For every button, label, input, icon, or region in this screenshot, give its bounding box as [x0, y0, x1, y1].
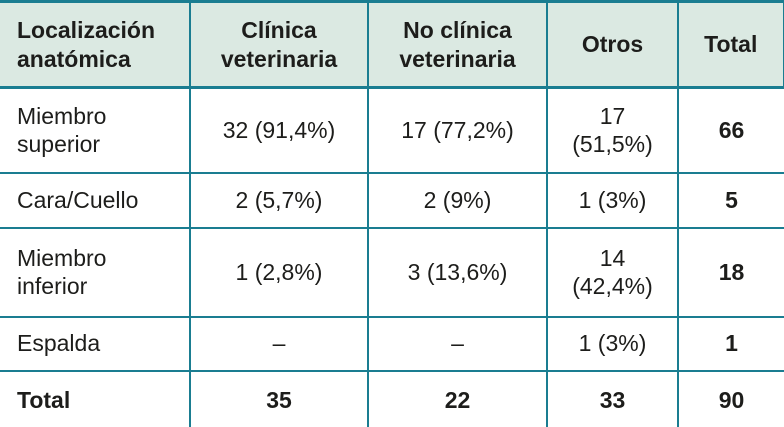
- cell-miembro-inferior-otros: 14 (42,4%): [547, 227, 679, 318]
- table-row-total: Total 35 22 33 90: [0, 370, 784, 427]
- cell-total-otros: 33: [547, 370, 679, 427]
- cell-miembro-superior-label: Miembro superior: [0, 87, 191, 174]
- cell-miembro-superior-otros: 17 (51,5%): [547, 87, 679, 174]
- cell-total-label: Total: [0, 370, 191, 427]
- cell-espalda-otros: 1 (3%): [547, 316, 679, 372]
- cell-total-grand: 90: [678, 370, 784, 427]
- cell-cara-cuello-no-clinica: 2 (9%): [368, 172, 548, 229]
- cell-miembro-superior-no-clinica: 17 (77,2%): [368, 87, 548, 174]
- header-cell-clinica-veterinaria: Clínica veterinaria: [190, 1, 369, 89]
- cell-miembro-superior-total: 66: [678, 87, 784, 174]
- cell-cara-cuello-total: 5: [678, 172, 784, 229]
- cell-espalda-no-clinica: –: [368, 316, 548, 372]
- table-row-cara-cuello: Cara/Cuello 2 (5,7%) 2 (9%) 1 (3%) 5: [0, 172, 784, 229]
- table-header: Localización anatómica Clínica veterinar…: [0, 1, 784, 89]
- cell-cara-cuello-otros: 1 (3%): [547, 172, 679, 229]
- cell-espalda-clinica: –: [190, 316, 369, 372]
- cell-cara-cuello-label: Cara/Cuello: [0, 172, 191, 229]
- cell-miembro-inferior-total: 18: [678, 227, 784, 318]
- cell-miembro-inferior-no-clinica: 3 (13,6%): [368, 227, 548, 318]
- table-row-miembro-inferior: Miembro inferior 1 (2,8%) 3 (13,6%) 14 (…: [0, 227, 784, 318]
- cell-total-clinica: 35: [190, 370, 369, 427]
- table-row-miembro-superior: Miembro superior 32 (91,4%) 17 (77,2%) 1…: [0, 87, 784, 174]
- cell-espalda-total: 1: [678, 316, 784, 372]
- cell-miembro-superior-clinica: 32 (91,4%): [190, 87, 369, 174]
- cell-miembro-inferior-label: Miembro inferior: [0, 227, 191, 318]
- header-cell-total: Total: [678, 1, 784, 89]
- cell-miembro-inferior-clinica: 1 (2,8%): [190, 227, 369, 318]
- header-row: Localización anatómica Clínica veterinar…: [0, 1, 784, 89]
- cell-espalda-label: Espalda: [0, 316, 191, 372]
- header-cell-otros: Otros: [547, 1, 679, 89]
- table-row-espalda: Espalda – – 1 (3%) 1: [0, 316, 784, 372]
- header-cell-no-clinica-veterinaria: No clínica veterinaria: [368, 1, 548, 89]
- cell-cara-cuello-clinica: 2 (5,7%): [190, 172, 369, 229]
- cell-total-no-clinica: 22: [368, 370, 548, 427]
- header-cell-localizacion-anatomica: Localización anatómica: [0, 1, 191, 89]
- table-body: Miembro superior 32 (91,4%) 17 (77,2%) 1…: [0, 87, 784, 427]
